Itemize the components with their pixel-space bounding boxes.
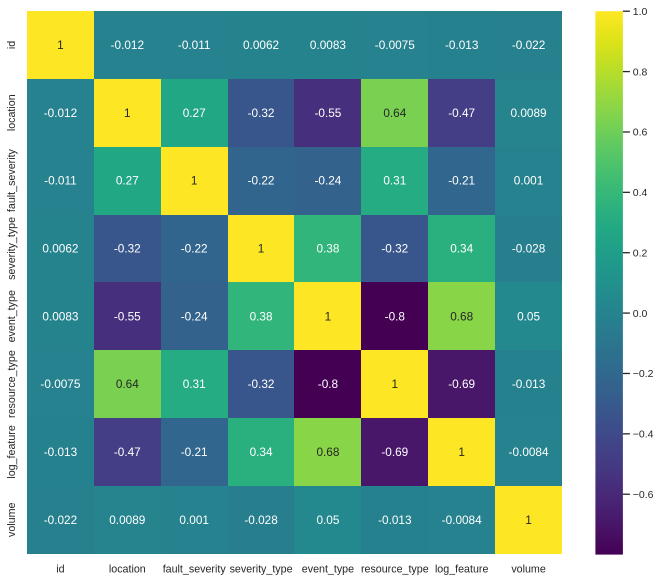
svg-text:-0.47: -0.47 (114, 445, 141, 459)
svg-text:-0.022: -0.022 (512, 38, 545, 52)
svg-text:1.0: 1.0 (633, 6, 648, 18)
svg-text:-0.013: -0.013 (512, 377, 546, 391)
svg-text:-0.028: -0.028 (512, 241, 546, 255)
svg-text:-0.24: -0.24 (314, 174, 341, 188)
svg-text:id: id (6, 41, 18, 49)
svg-text:-0.69: -0.69 (381, 445, 408, 459)
svg-text:0.0: 0.0 (633, 308, 648, 320)
svg-text:0.31: 0.31 (183, 377, 206, 391)
svg-text:fault_severity: fault_severity (6, 148, 18, 212)
svg-text:-0.21: -0.21 (448, 174, 475, 188)
svg-text:1: 1 (525, 513, 532, 527)
svg-text:−0.2: −0.2 (633, 368, 654, 380)
svg-text:0.0083: 0.0083 (42, 309, 79, 323)
svg-text:severity_type: severity_type (230, 564, 293, 576)
svg-text:1: 1 (258, 241, 265, 255)
svg-text:0.68: 0.68 (316, 445, 339, 459)
svg-text:-0.8: -0.8 (385, 309, 406, 323)
svg-text:fault_severity: fault_severity (163, 564, 227, 576)
svg-text:0.38: 0.38 (250, 309, 273, 323)
svg-text:0.27: 0.27 (183, 106, 206, 120)
svg-text:-0.32: -0.32 (381, 241, 408, 255)
svg-text:event_type: event_type (302, 564, 354, 576)
svg-text:-0.011: -0.011 (44, 174, 77, 188)
svg-text:0.8: 0.8 (633, 66, 648, 78)
svg-text:severity_type: severity_type (6, 217, 18, 280)
svg-text:−0.6: −0.6 (633, 489, 654, 501)
svg-text:0.05: 0.05 (517, 309, 540, 323)
svg-text:-0.22: -0.22 (181, 241, 208, 255)
svg-text:-0.013: -0.013 (44, 445, 78, 459)
svg-text:-0.8: -0.8 (318, 377, 339, 391)
svg-text:0.2: 0.2 (633, 247, 648, 259)
svg-text:1: 1 (458, 445, 465, 459)
svg-text:log_feature: log_feature (6, 425, 18, 479)
svg-text:resource_type: resource_type (6, 350, 18, 418)
svg-text:0.0062: 0.0062 (42, 241, 78, 255)
svg-text:location: location (6, 94, 18, 131)
svg-text:-0.24: -0.24 (181, 309, 208, 323)
svg-text:resource_type: resource_type (361, 564, 429, 576)
svg-text:1: 1 (191, 174, 198, 188)
svg-text:-0.028: -0.028 (244, 513, 278, 527)
svg-text:1: 1 (124, 106, 131, 120)
svg-text:-0.55: -0.55 (314, 106, 341, 120)
svg-text:-0.0075: -0.0075 (40, 377, 80, 391)
svg-text:-0.0075: -0.0075 (375, 38, 415, 52)
svg-text:location: location (109, 564, 146, 576)
svg-text:-0.21: -0.21 (181, 445, 208, 459)
svg-text:volume: volume (511, 564, 546, 576)
svg-text:0.001: 0.001 (514, 174, 544, 188)
svg-text:0.38: 0.38 (316, 241, 339, 255)
svg-text:id: id (56, 564, 64, 576)
svg-text:0.0089: 0.0089 (511, 106, 547, 120)
svg-text:log_feature: log_feature (435, 564, 489, 576)
svg-text:-0.32: -0.32 (248, 377, 275, 391)
svg-text:0.0089: 0.0089 (109, 513, 145, 527)
svg-text:1: 1 (392, 377, 399, 391)
svg-text:1: 1 (57, 38, 64, 52)
svg-text:-0.011: -0.011 (178, 38, 211, 52)
svg-text:-0.012: -0.012 (44, 106, 77, 120)
svg-text:-0.013: -0.013 (445, 38, 479, 52)
svg-text:0.34: 0.34 (450, 241, 473, 255)
svg-text:-0.69: -0.69 (448, 377, 475, 391)
svg-text:-0.0084: -0.0084 (442, 513, 482, 527)
svg-text:0.68: 0.68 (450, 309, 473, 323)
svg-text:volume: volume (6, 502, 18, 537)
svg-text:-0.47: -0.47 (448, 106, 475, 120)
svg-text:0.34: 0.34 (250, 445, 273, 459)
svg-text:0.27: 0.27 (116, 174, 139, 188)
svg-text:0.64: 0.64 (116, 377, 139, 391)
svg-text:event_type: event_type (6, 290, 18, 342)
svg-text:1: 1 (325, 309, 332, 323)
svg-text:0.6: 0.6 (633, 127, 648, 139)
svg-text:0.0062: 0.0062 (243, 38, 279, 52)
svg-text:-0.32: -0.32 (114, 241, 141, 255)
svg-text:0.05: 0.05 (316, 513, 339, 527)
svg-text:−0.4: −0.4 (633, 429, 654, 441)
svg-text:0.4: 0.4 (633, 187, 648, 199)
svg-text:-0.012: -0.012 (111, 38, 144, 52)
svg-text:0.001: 0.001 (179, 513, 209, 527)
svg-text:0.31: 0.31 (383, 174, 406, 188)
svg-text:0.0083: 0.0083 (310, 38, 347, 52)
svg-text:-0.32: -0.32 (248, 106, 275, 120)
svg-text:-0.22: -0.22 (248, 174, 275, 188)
svg-text:-0.55: -0.55 (114, 309, 141, 323)
svg-text:-0.0084: -0.0084 (509, 445, 549, 459)
svg-text:-0.013: -0.013 (378, 513, 412, 527)
svg-text:0.64: 0.64 (383, 106, 406, 120)
svg-text:-0.022: -0.022 (44, 513, 77, 527)
